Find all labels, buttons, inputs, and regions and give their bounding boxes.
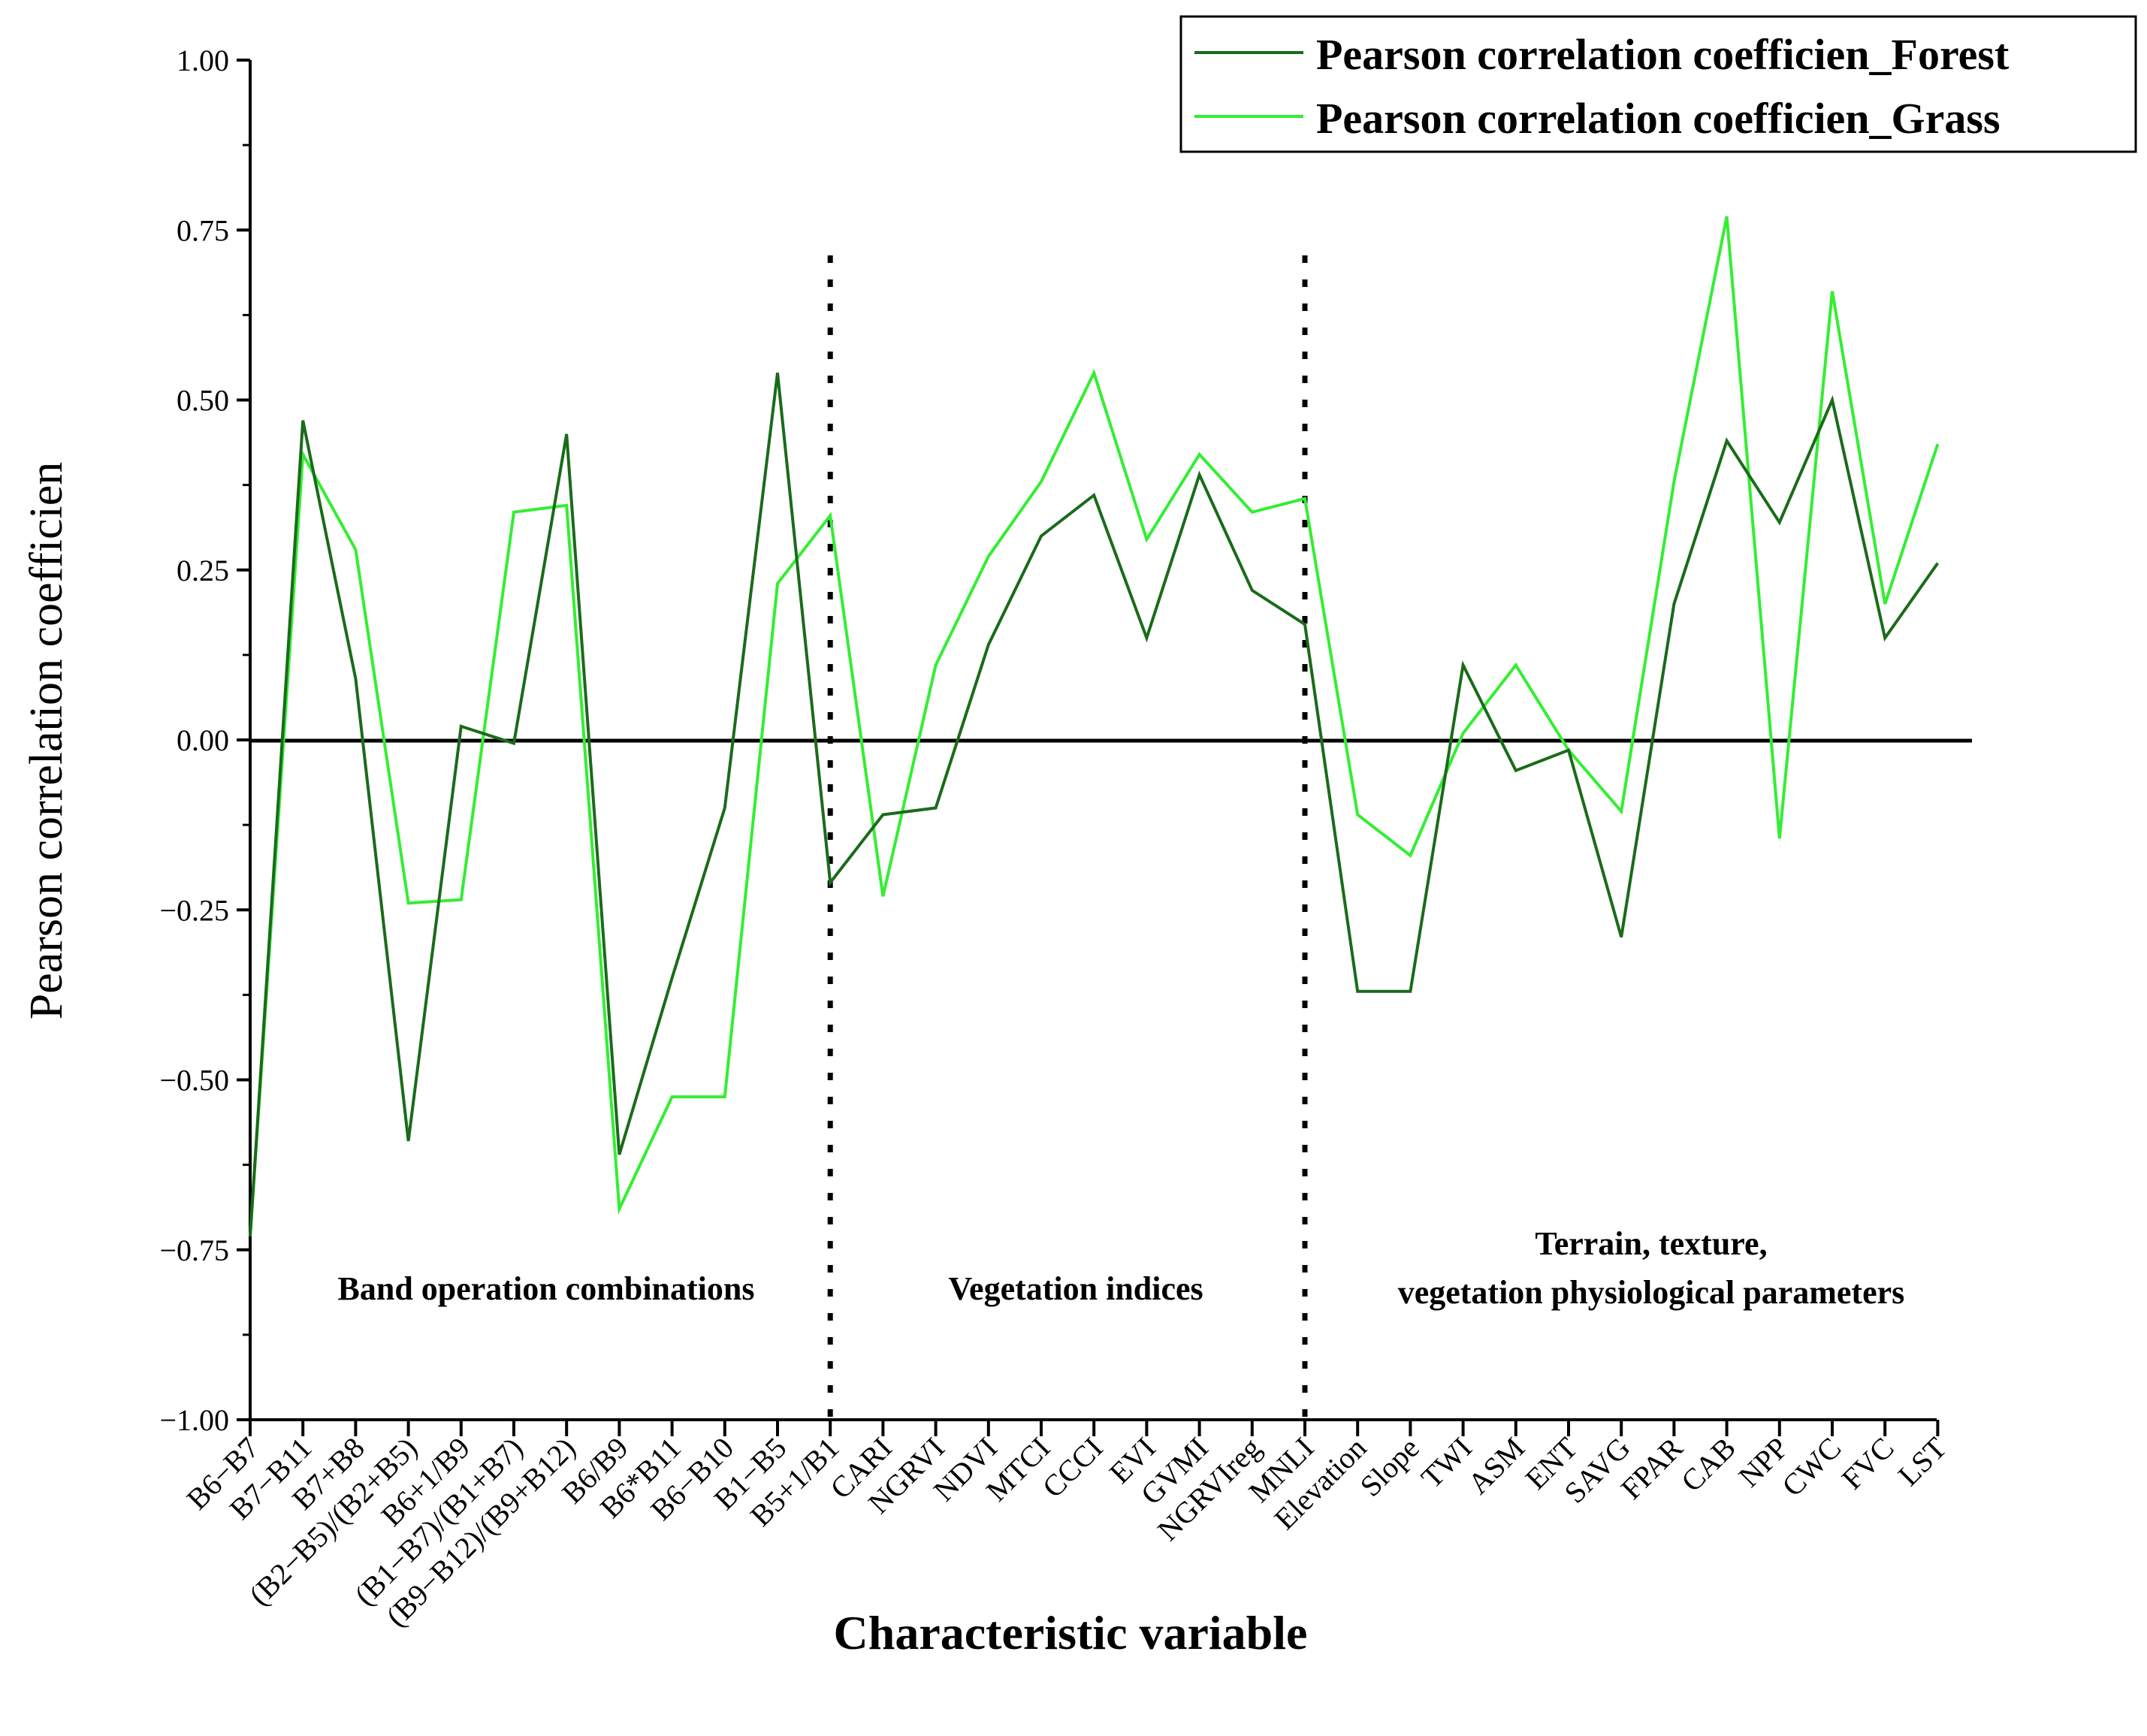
y-tick-label: 0.25 — [177, 554, 229, 587]
y-tick-label: −1.00 — [159, 1403, 229, 1437]
x-tick-label: LST — [1892, 1431, 1953, 1493]
y-tick-label: 0.50 — [177, 384, 229, 418]
x-ticks: B6−B7B7−B11B7+B8(B2−B5)/(B2+B5)B6+1/B9(B… — [180, 1420, 1953, 1633]
y-tick-label: 0.00 — [177, 723, 229, 757]
legend-label-grass: Pearson correlation coefficien_Grass — [1316, 94, 2001, 143]
y-ticks: −1.00 −0.75 −0.50 −0.25 0.00 0.25 0.50 0.75 1.00 — [159, 44, 250, 1437]
y-tick-label: −0.25 — [159, 893, 229, 927]
legend: Pearson correlation coefficien_Forest Pe… — [1179, 15, 2137, 153]
section-label-band: Band operation combinations — [338, 1270, 755, 1307]
section-label-vegetation: Vegetation indices — [948, 1270, 1203, 1307]
x-tick-label: CCCI — [1036, 1431, 1110, 1505]
y-tick-label: 1.00 — [177, 44, 229, 77]
x-tick-label: FPAR — [1614, 1430, 1690, 1505]
x-tick-label: FVC — [1835, 1431, 1901, 1496]
series-line-forest — [249, 373, 1940, 1236]
legend-label-forest: Pearson correlation coefficien_Forest — [1316, 30, 2010, 79]
y-axis-title: Pearson correlation coefficien — [21, 462, 72, 1020]
section-dividers — [827, 255, 1308, 1420]
section-label-terrain-2: vegetation physiological parameters — [1398, 1274, 1905, 1311]
x-tick-label: CAB — [1674, 1431, 1742, 1499]
section-label-terrain-1: Terrain, texture, — [1535, 1225, 1767, 1262]
y-tick-label: −0.50 — [159, 1064, 229, 1097]
x-axis-title: Characteristic variable — [834, 1606, 1308, 1659]
x-tick-label: CWC — [1775, 1431, 1847, 1503]
y-tick-label: −0.75 — [159, 1233, 229, 1267]
x-tick-label: ASM — [1461, 1431, 1531, 1501]
series-lines — [249, 216, 1940, 1236]
x-tick-label: Slope — [1354, 1431, 1426, 1503]
series-line-grass — [249, 216, 1940, 1236]
y-tick-label: 0.75 — [177, 213, 229, 247]
legend-box — [1179, 15, 2137, 153]
